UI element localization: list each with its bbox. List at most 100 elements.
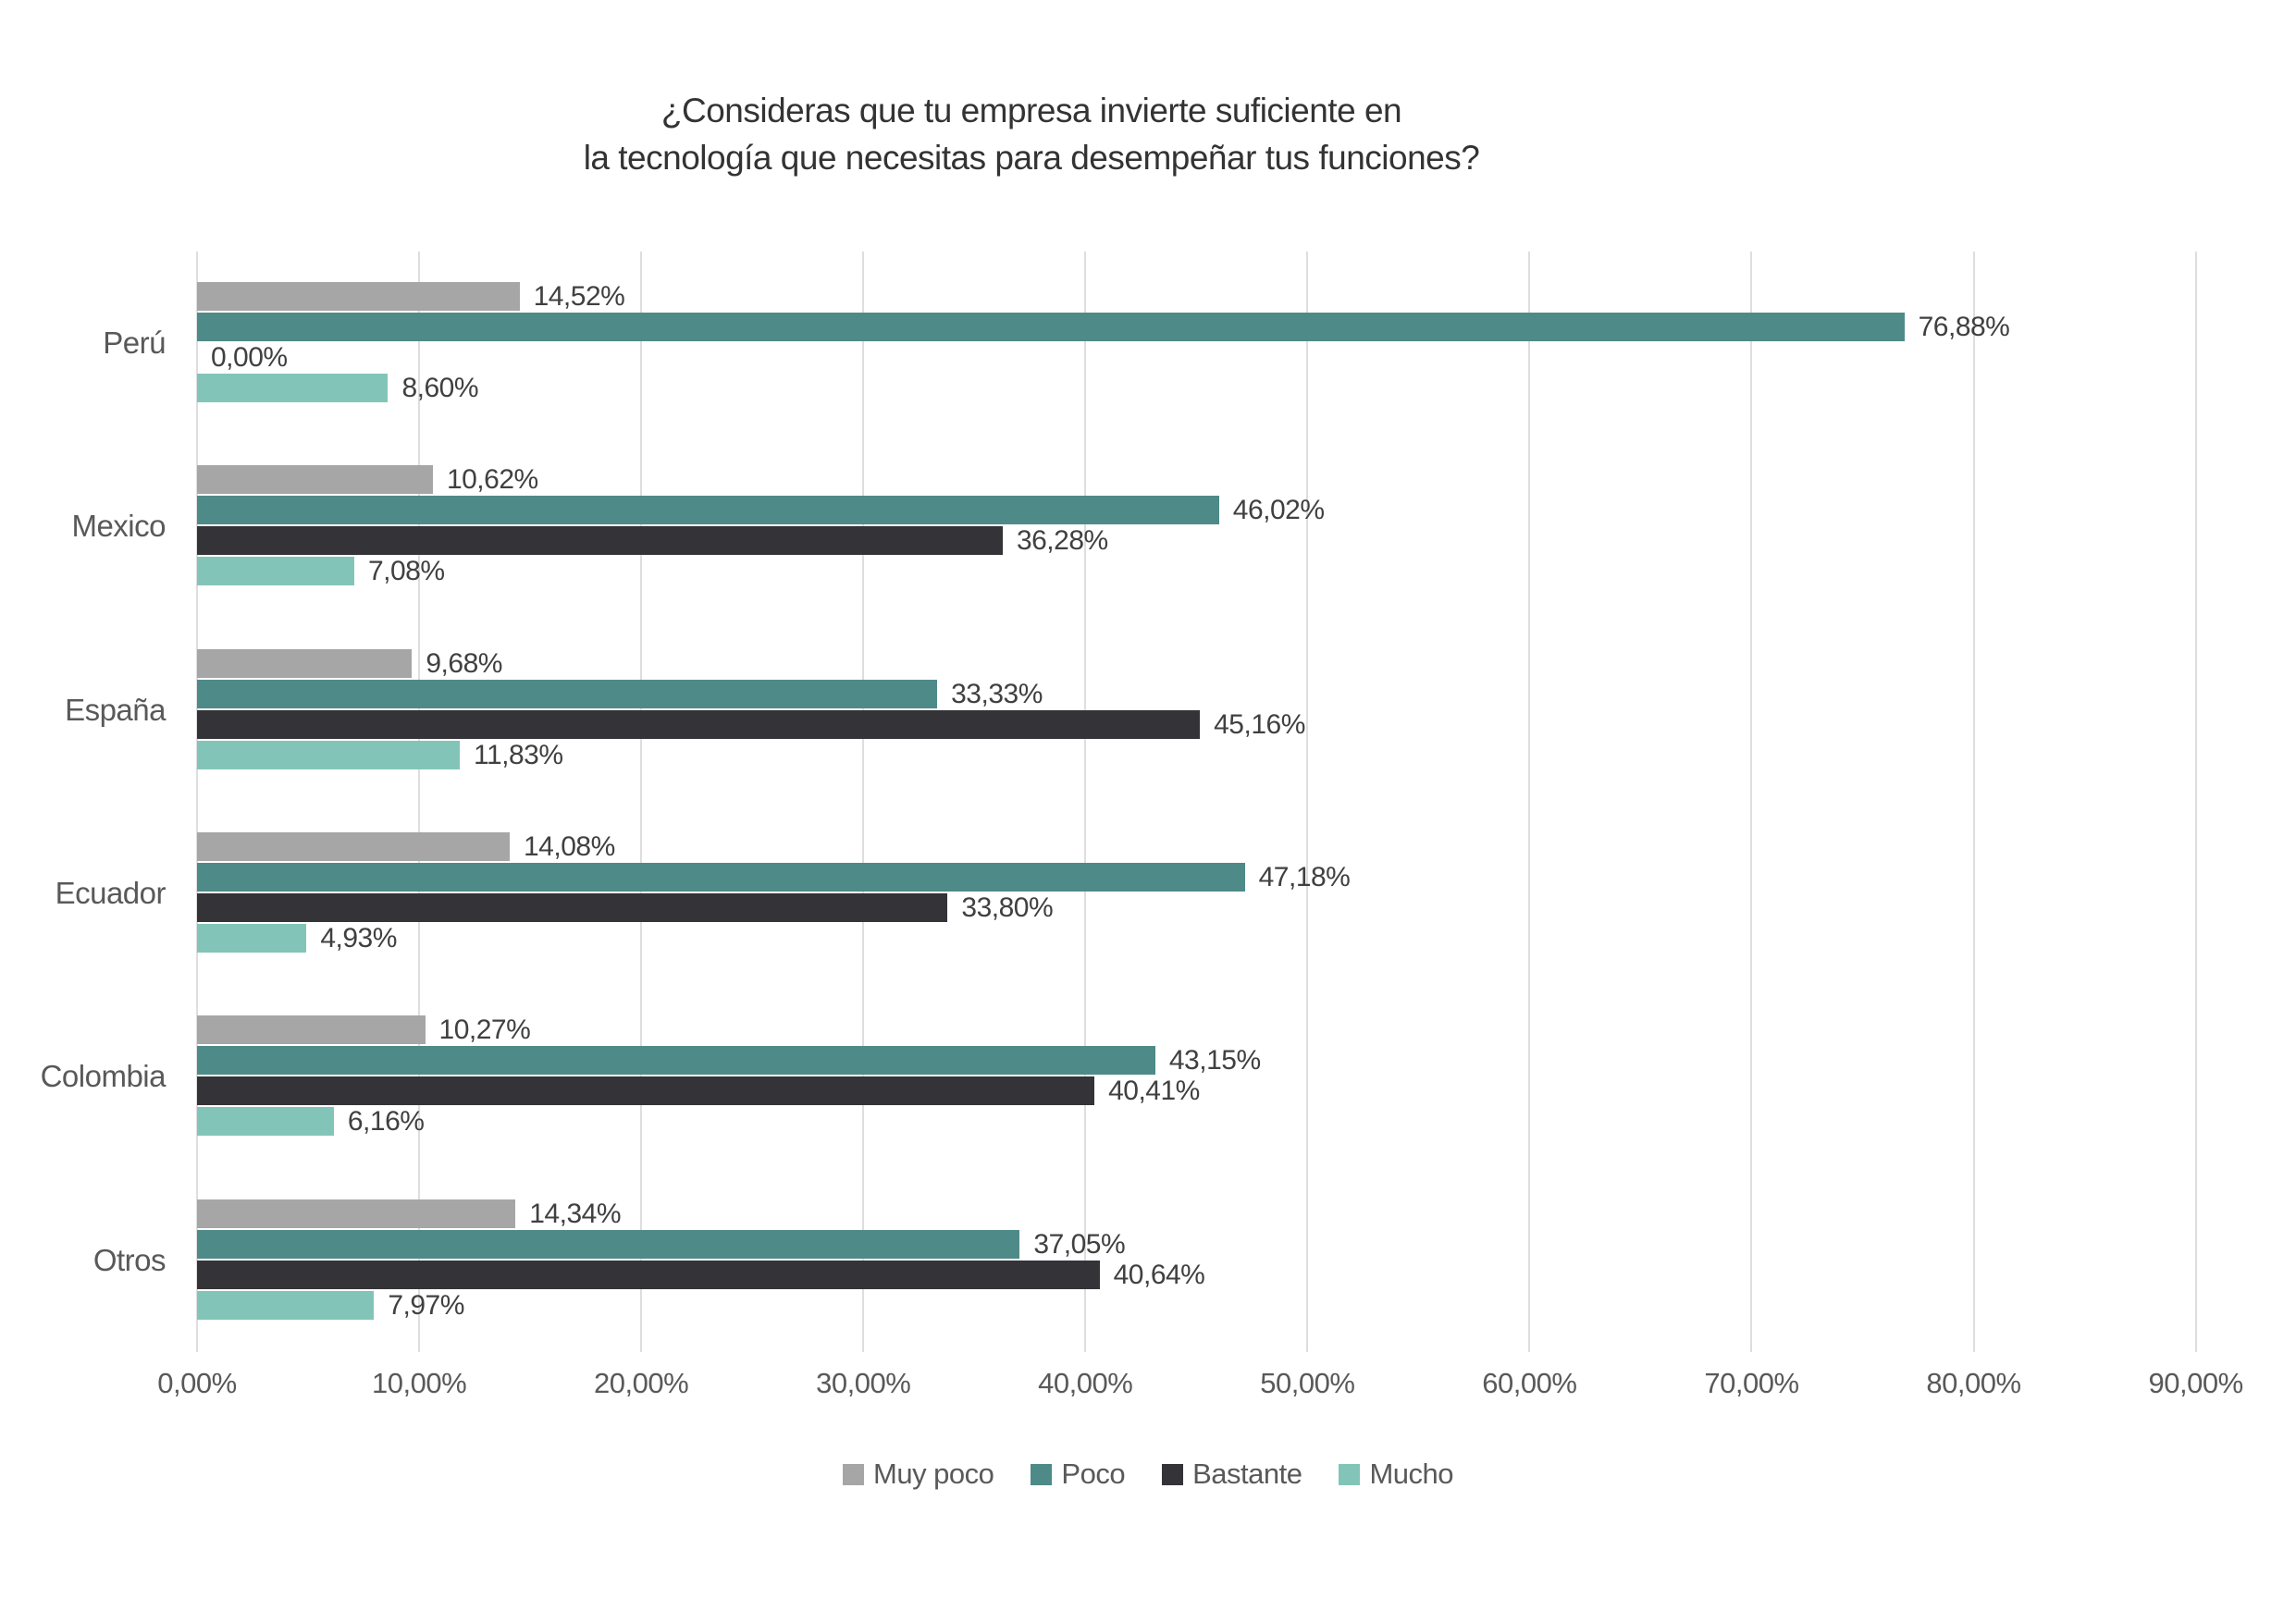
bar-slot-poco-mexico: 46,02%	[197, 496, 2276, 526]
bar-mucho-colombia	[197, 1107, 334, 1137]
legend-swatch-muy-poco	[843, 1463, 864, 1485]
bar-muy-poco-ecuador	[197, 832, 510, 862]
chart-title-line2: la tecnología que necesitas para desempe…	[583, 139, 1480, 177]
bar-slot-bastante-mexico: 36,28%	[197, 526, 2276, 557]
value-label-poco-colombia: 43,15%	[1168, 1045, 1261, 1076]
category-label-colombia: Colombia	[40, 1059, 167, 1094]
gridline-0	[196, 252, 198, 1352]
bar-slot-muy-poco-colombia: 10,27%	[197, 1015, 2276, 1046]
bar-bastante-ecuador	[197, 893, 948, 923]
bar-group-ecuador: 14,08% 47,18% 33,80% 4,93%	[197, 802, 2276, 985]
x-axis: 0,00% 10,00% 20,00% 30,00% 40,00% 50,00% 60,00…	[157, 1367, 2276, 1406]
value-label-mucho-otros: 7,97%	[388, 1289, 464, 1321]
bar-slot-mucho-colombia: 6,16%	[197, 1107, 2276, 1138]
x-tick-label-90: 90,00%	[2148, 1367, 2243, 1399]
value-label-bastante-mexico: 36,28%	[1016, 525, 1108, 557]
bar-mucho-peru	[197, 374, 389, 403]
bar-slot-mucho-mexico: 7,08%	[197, 557, 2276, 587]
value-label-mucho-espana: 11,83%	[473, 739, 563, 770]
bar-slot-bastante-colombia: 40,41%	[197, 1076, 2276, 1107]
gridline-60	[1528, 252, 1531, 1352]
bar-slot-poco-espana: 33,33%	[197, 679, 2276, 710]
x-tick-label-50: 50,00%	[1260, 1367, 1355, 1399]
bar-mucho-espana	[197, 740, 460, 769]
value-label-poco-mexico: 46,02%	[1232, 495, 1325, 526]
value-label-muy-poco-espana: 9,68%	[426, 647, 502, 679]
chart-title-line1: ¿Consideras que tu empresa invierte sufi…	[660, 92, 1402, 129]
legend: Muy poco Poco Bastante Mucho	[0, 1458, 2296, 1491]
value-label-mucho-mexico: 7,08%	[367, 556, 445, 587]
bar-slot-poco-otros: 37,05%	[197, 1228, 2276, 1261]
bar-slot-muy-poco-ecuador: 14,08%	[197, 832, 2276, 863]
bar-slot-poco-ecuador: 47,18%	[197, 863, 2276, 893]
legend-label-muy-poco: Muy poco	[873, 1458, 994, 1490]
x-tick-label-0: 0,00%	[157, 1367, 237, 1399]
bar-slot-mucho-espana: 11,83%	[197, 739, 2276, 771]
value-label-muy-poco-otros: 14,34%	[529, 1198, 621, 1229]
legend-swatch-poco	[1031, 1463, 1053, 1485]
legend-item-poco: Poco	[1031, 1458, 1126, 1491]
x-tick-label-20: 20,00%	[594, 1367, 689, 1399]
gridline-90	[2194, 252, 2197, 1352]
bar-poco-espana	[197, 679, 938, 708]
bar-slot-poco-colombia: 43,15%	[197, 1046, 2276, 1076]
chart-title: ¿Consideras que tu empresa invierte sufi…	[0, 87, 2063, 181]
bar-group-otros: 14,34% 37,05% 40,64% 7,97%	[197, 1169, 2276, 1352]
gridline-50	[1306, 252, 1309, 1352]
bar-slot-poco-peru: 76,88%	[197, 313, 2276, 343]
value-label-poco-peru: 76,88%	[1918, 312, 2010, 343]
value-label-mucho-colombia: 6,16%	[347, 1106, 425, 1138]
x-tick-label-80: 80,00%	[1926, 1367, 2021, 1399]
bar-slot-mucho-otros: 7,97%	[197, 1289, 2276, 1322]
bar-bastante-espana	[197, 709, 1201, 739]
bar-mucho-ecuador	[197, 924, 307, 953]
x-tick-label-40: 40,00%	[1038, 1367, 1133, 1399]
x-tick-label-10: 10,00%	[371, 1367, 467, 1399]
legend-item-mucho: Mucho	[1339, 1458, 1453, 1491]
bar-group-espana: 9,68% 33,33% 45,16% 11,83%	[197, 619, 2276, 802]
legend-label-mucho: Mucho	[1369, 1458, 1453, 1490]
bar-poco-peru	[197, 313, 1905, 342]
bar-slot-mucho-peru: 8,60%	[197, 374, 2276, 404]
gridline-80	[1972, 252, 1975, 1352]
bar-poco-ecuador	[197, 863, 1245, 892]
value-label-poco-ecuador: 47,18%	[1258, 862, 1351, 893]
bar-bastante-otros	[197, 1260, 1100, 1289]
category-label-peru: Perú	[103, 326, 166, 361]
bar-group-colombia: 10,27% 43,15% 40,41% 6,16%	[197, 985, 2276, 1168]
value-label-mucho-peru: 8,60%	[401, 373, 479, 404]
bar-poco-colombia	[197, 1046, 1155, 1076]
value-label-muy-poco-colombia: 10,27%	[438, 1015, 531, 1046]
bar-muy-poco-otros	[197, 1199, 516, 1228]
legend-label-bastante: Bastante	[1192, 1458, 1302, 1490]
value-label-muy-poco-peru: 14,52%	[533, 281, 625, 313]
y-axis-category-labels: Perú Mexico España Ecuador Colombia Otros	[0, 252, 197, 1352]
value-label-poco-otros: 37,05%	[1033, 1228, 1126, 1260]
bar-poco-mexico	[197, 496, 1219, 525]
bar-muy-poco-peru	[197, 282, 520, 312]
value-label-bastante-otros: 40,64%	[1113, 1259, 1205, 1290]
value-label-mucho-ecuador: 4,93%	[320, 923, 397, 954]
legend-swatch-bastante	[1162, 1463, 1184, 1485]
x-tick-label-30: 30,00%	[816, 1367, 911, 1399]
category-label-mexico: Mexico	[71, 509, 166, 544]
bar-groups: 14,52% 76,88% 0,00% 8,60% 10,62% 46,02% 36,28%…	[197, 252, 2276, 1352]
bar-muy-poco-mexico	[197, 465, 433, 495]
gridline-30	[862, 252, 865, 1352]
gridline-40	[1084, 252, 1087, 1352]
bar-mucho-mexico	[197, 557, 354, 586]
legend-label-poco: Poco	[1061, 1458, 1126, 1490]
value-label-muy-poco-mexico: 10,62%	[446, 464, 538, 496]
bar-group-peru: 14,52% 76,88% 0,00% 8,60%	[197, 252, 2276, 435]
bar-slot-bastante-peru: 0,00%	[197, 343, 2276, 374]
bar-poco-otros	[197, 1229, 1020, 1259]
x-tick-label-60: 60,00%	[1482, 1367, 1577, 1399]
gridline-70	[1750, 252, 1753, 1352]
plot-area: 14,52% 76,88% 0,00% 8,60% 10,62% 46,02% 36,28%…	[196, 252, 2276, 1352]
bar-slot-muy-poco-mexico: 10,62%	[197, 465, 2276, 496]
bar-slot-bastante-ecuador: 33,80%	[197, 893, 2276, 924]
value-label-bastante-peru: 0,00%	[211, 342, 288, 374]
category-label-ecuador: Ecuador	[55, 876, 167, 911]
bar-bastante-colombia	[197, 1076, 1095, 1106]
